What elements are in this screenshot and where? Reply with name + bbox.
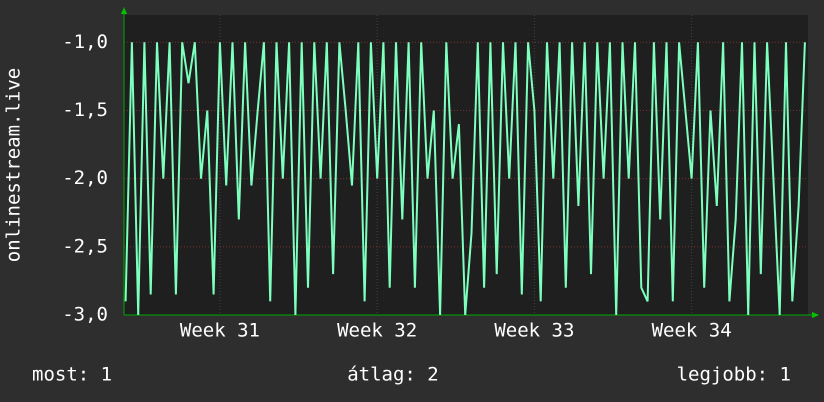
x-tick-label: Week 32: [337, 320, 417, 342]
axis-arrow: [812, 312, 819, 318]
data-line: [124, 42, 806, 316]
footer-average: átlag: 2: [347, 364, 439, 386]
x-tick-label: Week 31: [180, 320, 260, 342]
x-tick-label: Week 33: [494, 320, 574, 342]
footer-current: most: 1: [32, 364, 112, 386]
y-tick-label: -2,5: [62, 235, 108, 257]
x-tick-label: Week 34: [652, 320, 732, 342]
footer-best: legjobb: 1: [677, 364, 791, 386]
y-tick-label: -1,0: [62, 31, 108, 53]
plot-area: [124, 15, 808, 315]
y-tick-label: -2,0: [62, 167, 108, 189]
y-axis-label: onlinestream.live: [3, 68, 25, 262]
y-tick-label: -3,0: [62, 304, 108, 326]
y-tick-label: -1,5: [62, 99, 108, 121]
